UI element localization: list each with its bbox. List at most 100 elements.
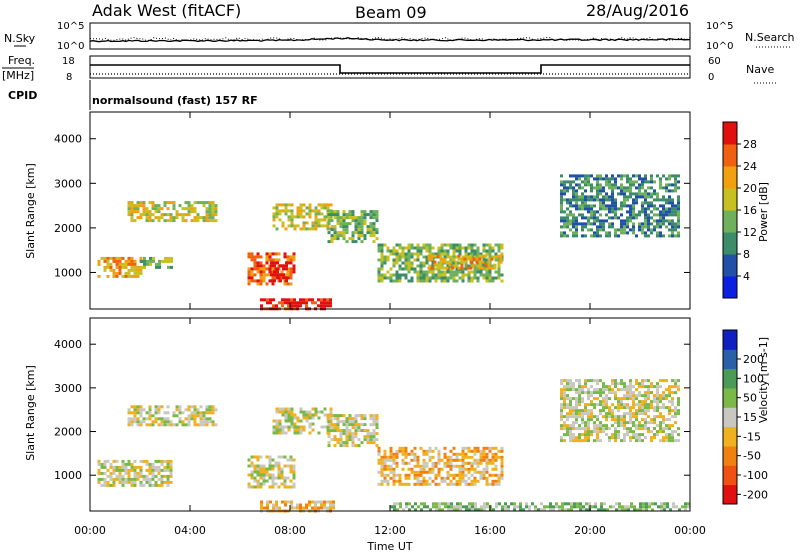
heatmap-cell xyxy=(480,505,483,509)
heatmap-cell xyxy=(431,264,435,268)
heatmap-cell xyxy=(564,508,567,512)
heatmap-cell xyxy=(665,207,668,211)
heatmap-cell xyxy=(632,198,635,202)
heatmap-cell xyxy=(620,228,623,232)
heatmap-cell xyxy=(286,282,290,286)
heatmap-cell xyxy=(308,227,312,231)
heatmap-cell xyxy=(386,270,390,274)
heatmap-cell xyxy=(566,213,569,217)
heatmap-cell xyxy=(269,298,272,302)
heatmap-cell xyxy=(293,413,297,417)
heatmap-cell xyxy=(323,206,327,210)
heatmap-cell xyxy=(427,254,431,258)
heatmap-cell xyxy=(431,479,435,483)
heatmap-cell xyxy=(434,482,438,486)
heatmap-cell xyxy=(614,439,617,443)
heatmap-cell xyxy=(587,427,590,431)
heatmap-cell xyxy=(398,279,402,283)
heatmap-cell xyxy=(677,397,680,401)
heatmap-cell xyxy=(275,506,278,510)
heatmap-cell xyxy=(354,435,358,439)
heatmap-cell xyxy=(428,246,432,250)
heatmap-cell xyxy=(127,207,131,211)
heatmap-cell xyxy=(584,430,587,434)
heatmap-cell xyxy=(579,502,582,506)
heatmap-cell xyxy=(497,246,501,250)
heatmap-cell xyxy=(302,221,306,225)
heatmap-cell xyxy=(263,298,266,302)
heatmap-cell xyxy=(290,298,293,302)
heatmap-cell xyxy=(671,430,674,434)
heatmap-cell xyxy=(190,210,194,214)
heatmap-cell xyxy=(626,174,629,178)
heatmap-cell xyxy=(449,243,453,247)
heatmap-cell xyxy=(659,394,662,398)
heatmap-cell xyxy=(467,243,471,247)
heatmap-cell xyxy=(345,228,349,232)
heatmap-cell xyxy=(428,249,432,253)
heatmap-cell xyxy=(491,452,495,456)
heatmap-cell xyxy=(333,423,337,427)
heatmap-cell xyxy=(482,476,486,480)
heatmap-cell xyxy=(566,412,569,416)
heatmap-cell xyxy=(617,192,620,196)
heatmap-cell xyxy=(659,177,662,181)
heatmap-cell xyxy=(214,219,218,223)
heatmap-cell xyxy=(635,388,638,392)
heatmap-cell xyxy=(617,415,620,419)
heatmap-cell xyxy=(256,485,260,489)
heatmap-cell xyxy=(638,195,641,199)
heatmap-cell xyxy=(351,441,355,445)
heatmap-cell xyxy=(578,400,581,404)
heatmap-cell xyxy=(660,502,663,506)
nsky-panel xyxy=(89,22,691,50)
heatmap-cell xyxy=(602,204,605,208)
heatmap-cell xyxy=(398,246,402,250)
heatmap-cell xyxy=(481,266,485,270)
heatmap-cell xyxy=(623,219,626,223)
heatmap-cell xyxy=(467,264,471,268)
heatmap-cell xyxy=(602,406,605,410)
heatmap-cell xyxy=(383,461,387,465)
heatmap-cell xyxy=(617,433,620,437)
heatmap-cell xyxy=(482,246,486,250)
heatmap-cell xyxy=(160,207,164,211)
heatmap-cell xyxy=(166,411,170,415)
heatmap-cell xyxy=(632,433,635,437)
heatmap-cell xyxy=(605,219,608,223)
heatmap-cell xyxy=(133,262,137,266)
heatmap-cell xyxy=(575,189,578,193)
heatmap-cell xyxy=(560,439,563,443)
heatmap-cell xyxy=(647,207,650,211)
heatmap-cell xyxy=(593,216,596,220)
heatmap-cell xyxy=(392,479,396,483)
heatmap-cell xyxy=(641,195,644,199)
heatmap-cell xyxy=(468,505,471,509)
heatmap-cell xyxy=(578,439,581,443)
heatmap-cell xyxy=(392,249,396,253)
heatmap-cell xyxy=(596,192,599,196)
heatmap-cell xyxy=(644,231,647,235)
heatmap-cell xyxy=(461,479,465,483)
heatmap-cell xyxy=(289,458,293,462)
heatmap-cell xyxy=(674,225,677,229)
heatmap-cell xyxy=(166,207,170,211)
heatmap-cell xyxy=(160,468,164,472)
colorbar-tick-label: -50 xyxy=(743,450,761,463)
heatmap-cell xyxy=(566,382,569,386)
time-x-axis: 00:00 04:00 08:00 12:00 16:00 20:00 00:00 xyxy=(74,112,706,537)
heatmap-cell xyxy=(363,219,367,223)
heatmap-cell xyxy=(575,192,578,196)
heatmap-cell xyxy=(199,216,203,220)
heatmap-cell xyxy=(626,204,629,208)
heatmap-cell xyxy=(302,506,305,510)
heatmap-cell xyxy=(296,215,300,219)
heatmap-cell xyxy=(552,508,555,512)
heatmap-cell xyxy=(590,394,593,398)
heatmap-cell xyxy=(674,180,677,184)
colorbar-tick-label: -100 xyxy=(743,469,768,482)
heatmap-cell xyxy=(247,252,251,256)
heatmap-cell xyxy=(205,408,209,412)
heatmap-cell xyxy=(354,231,358,235)
heatmap-cell xyxy=(572,225,575,229)
